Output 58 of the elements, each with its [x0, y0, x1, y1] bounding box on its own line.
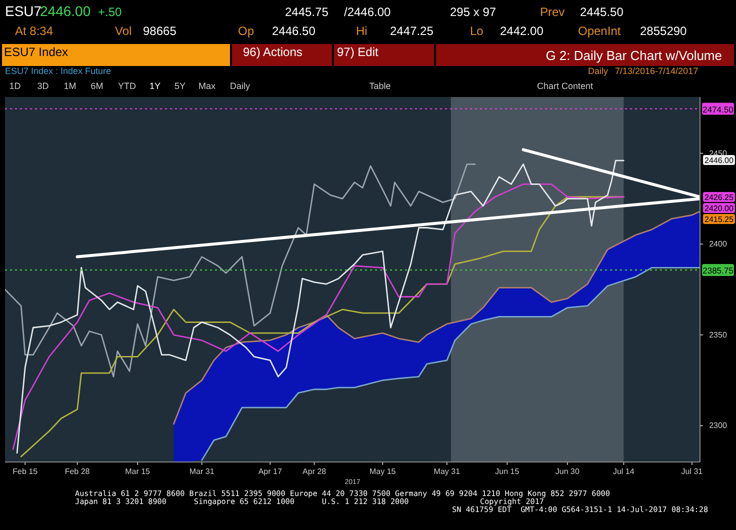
y-tick-label: 2350 [709, 330, 728, 340]
text: 2447.25 [390, 24, 434, 38]
text: /2446.00 [344, 5, 392, 19]
text: 2446.00 [40, 3, 91, 19]
ref-line-label: 2385.75 [702, 265, 734, 276]
chart-subtitle: ESU7 Index : Index Future [5, 66, 112, 76]
text: Lo [470, 24, 484, 38]
x-tick-label: May 15 [370, 467, 396, 476]
text: 3D [37, 81, 50, 91]
text: 2442.00 [500, 24, 544, 38]
ref-line-label: 2474.50 [702, 104, 734, 114]
text: 1D [9, 81, 22, 91]
x-tick-label: Jun 15 [495, 467, 520, 476]
text: 96) Actions [243, 45, 302, 59]
x-tick-label: Apr 17 [258, 467, 282, 476]
text: +.50 [98, 5, 122, 19]
text: 5Y [174, 81, 186, 91]
text: 2420.00 [704, 204, 734, 213]
x-tick-label: Mar 15 [125, 467, 151, 476]
y-tick-label: 2400 [709, 240, 728, 249]
text: 2445.50 [580, 5, 624, 19]
text: 2446.50 [272, 24, 316, 38]
x-tick-label: Feb 15 [12, 467, 38, 476]
x-tick-label: Jul 31 [681, 467, 704, 476]
text: 2446.00 [704, 156, 734, 165]
text: Table [369, 81, 391, 91]
text: ESU7 [5, 3, 42, 19]
text: 1Y [149, 81, 161, 91]
x-tick-label: Jun 30 [555, 467, 580, 476]
text: 1M [64, 81, 76, 91]
text: Hi [356, 24, 368, 38]
text: ESU7 Index [4, 45, 68, 59]
text: At 8:34 [15, 24, 54, 38]
x-tick-label: Apr 28 [302, 467, 327, 476]
text: 6M [90, 81, 104, 91]
x-tick-label: Mar 31 [189, 467, 215, 476]
text: Max [198, 81, 216, 91]
text: 2426.25 [704, 193, 734, 202]
text: Vol [115, 24, 132, 38]
text: 2445.75 [285, 5, 329, 19]
text: Op [238, 24, 254, 38]
text: OpenInt [578, 24, 622, 38]
y-tick-label: 2300 [709, 421, 728, 430]
text: 2855290 [640, 24, 688, 38]
text: 295 x 97 [450, 5, 496, 19]
text: Daily [588, 66, 609, 76]
text: 97) Edit [337, 45, 380, 59]
text: Prev [540, 5, 565, 19]
text: 98665 [143, 24, 177, 38]
text: YTD [118, 81, 136, 91]
chart-title: G 2: Daily Bar Chart w/Volume [546, 48, 722, 63]
text: 2415.25 [704, 215, 734, 224]
x-tick-label: Feb 28 [64, 467, 90, 476]
text: Daily [230, 81, 250, 91]
text: 7/13/2016-7/14/2017 [615, 66, 698, 76]
text: Chart Content [536, 81, 594, 91]
x-tick-label: Jul 14 [612, 467, 635, 476]
x-tick-label: May 31 [434, 467, 461, 476]
